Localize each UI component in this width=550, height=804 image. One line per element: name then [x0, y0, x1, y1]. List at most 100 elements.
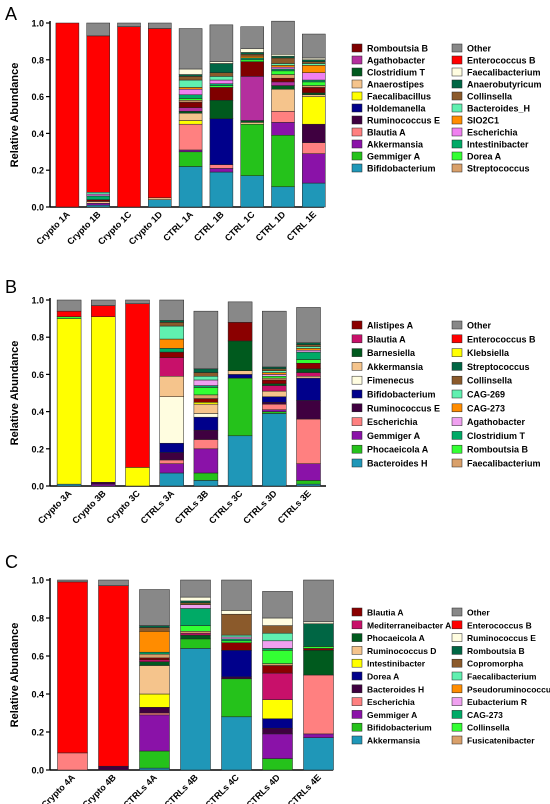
legend-swatch: [451, 43, 463, 53]
y-tick-label: 1.0: [31, 296, 44, 306]
legend-swatch: [451, 55, 463, 65]
bar-segment: [209, 61, 234, 64]
legend-swatch: [451, 389, 463, 399]
legend-label: CAG-269: [467, 390, 505, 400]
bar-segment: [262, 366, 287, 370]
bar-segment: [240, 120, 264, 123]
bar-segment: [91, 299, 116, 306]
legend-label: Other: [467, 321, 492, 331]
legend-label: Other: [467, 608, 490, 618]
bar-segment: [271, 20, 295, 55]
legend-swatch: [451, 633, 463, 642]
legend-swatch: [351, 458, 363, 468]
legend-swatch: [351, 103, 363, 113]
x-tick-label: CTRLs 3C: [207, 488, 245, 526]
bar-segment: [159, 348, 184, 353]
legend-label: Mediterraneibacter A: [367, 620, 451, 630]
bar-segment: [302, 72, 326, 81]
bar-segment: [180, 634, 211, 640]
y-tick-label: 1.0: [31, 19, 44, 29]
bar-segment: [302, 87, 326, 94]
bar-segment: [262, 385, 287, 392]
bar-segment: [193, 429, 219, 440]
legend-swatch: [351, 722, 363, 732]
x-tick-label: CTRLs 4A: [121, 772, 159, 804]
legend-label: Phocaeicola A: [367, 445, 429, 455]
bar-segment: [303, 733, 334, 738]
bar-segment: [178, 94, 203, 99]
legend-swatch: [351, 334, 363, 344]
bar-segment: [240, 26, 264, 50]
legend-label: Anaerostipes: [367, 80, 424, 90]
legend-label: Streptococcus: [467, 164, 530, 174]
bar-segment: [178, 98, 203, 101]
bar-segment: [221, 613, 252, 636]
y-tick-label: 0.4: [31, 690, 44, 700]
bar-segment: [302, 85, 326, 88]
bar-segment: [221, 636, 252, 640]
x-tick-label: Crypto 4B: [80, 772, 118, 804]
bar-segment: [139, 714, 170, 752]
legend-label: Bifidobacterium: [367, 723, 432, 733]
legend-label: Gemmiger A: [367, 152, 421, 162]
legend-label: Escherichia: [467, 128, 519, 138]
legend-label: Fusicatenibacter: [467, 736, 535, 746]
legend-label: Clostridium T: [367, 68, 426, 78]
bar-segment: [148, 199, 172, 208]
bar-segment: [240, 59, 264, 62]
panel-b: B Relative Abundance 0.0 0.2 0.4 0.6 0.8 1.0 Cr…: [5, 277, 541, 526]
bar-segment: [302, 65, 326, 73]
panel-c: C Relative Abundance 0.0 0.2 0.4 0.6 0.8 1.0 Cr…: [5, 552, 550, 804]
bar-segment: [139, 693, 170, 708]
bar-segment: [139, 665, 170, 695]
bar-segment: [180, 608, 211, 626]
bar-segment: [221, 678, 252, 718]
bar-segment: [56, 318, 82, 485]
bar-segment: [271, 111, 295, 123]
legend-label: Clostridium T: [467, 431, 526, 441]
bar-segment: [55, 22, 80, 208]
y-tick-label: 0.6: [31, 652, 44, 662]
legend-swatch: [451, 658, 463, 668]
bar-segment: [180, 600, 211, 604]
bar-segment: [178, 76, 203, 81]
bar-segment: [262, 665, 293, 674]
bar-segment: [240, 61, 264, 77]
bar-segment: [271, 54, 295, 57]
legend-label: Copromorpha: [467, 659, 523, 669]
bar-segment: [303, 579, 334, 623]
bar-segment: [240, 52, 264, 55]
x-tick-label: CTRLs 3E: [276, 488, 313, 525]
legend-label: Romboutsia B: [467, 646, 525, 656]
x-tick-label: Crypto 3A: [36, 488, 74, 526]
bar-segment: [302, 123, 326, 143]
bar-segment: [262, 591, 293, 619]
bar-segment: [302, 63, 326, 66]
legend-swatch: [451, 115, 463, 125]
bar-segment: [139, 653, 170, 659]
bar-segment: [159, 357, 184, 377]
bar-segment: [57, 752, 88, 771]
legend-label: Blautia A: [367, 608, 404, 618]
x-tick-label: CTRLs 4D: [244, 772, 282, 804]
bar-segment: [296, 376, 321, 379]
y-tick-label: 0.2: [31, 166, 44, 176]
bar-segment: [271, 74, 295, 79]
legend-label: Agathobacter: [467, 417, 526, 427]
bar-segment: [139, 625, 170, 628]
bar-segment: [193, 379, 219, 386]
bar-segment: [139, 707, 170, 714]
bar-segment: [148, 22, 172, 29]
bar-segment: [57, 581, 88, 754]
bar-segment: [303, 623, 334, 647]
legend-swatch: [451, 127, 463, 137]
bar-segment: [262, 411, 287, 414]
legend-swatch: [451, 163, 463, 173]
y-tick-label: 0.8: [31, 614, 44, 624]
bar-segment: [271, 81, 295, 86]
legend-label: Intestinibacter: [467, 140, 529, 150]
legend-label: CAG-273: [467, 710, 503, 720]
legend-swatch: [451, 362, 463, 371]
bar-segment: [262, 672, 293, 700]
bar-segment: [193, 310, 219, 370]
